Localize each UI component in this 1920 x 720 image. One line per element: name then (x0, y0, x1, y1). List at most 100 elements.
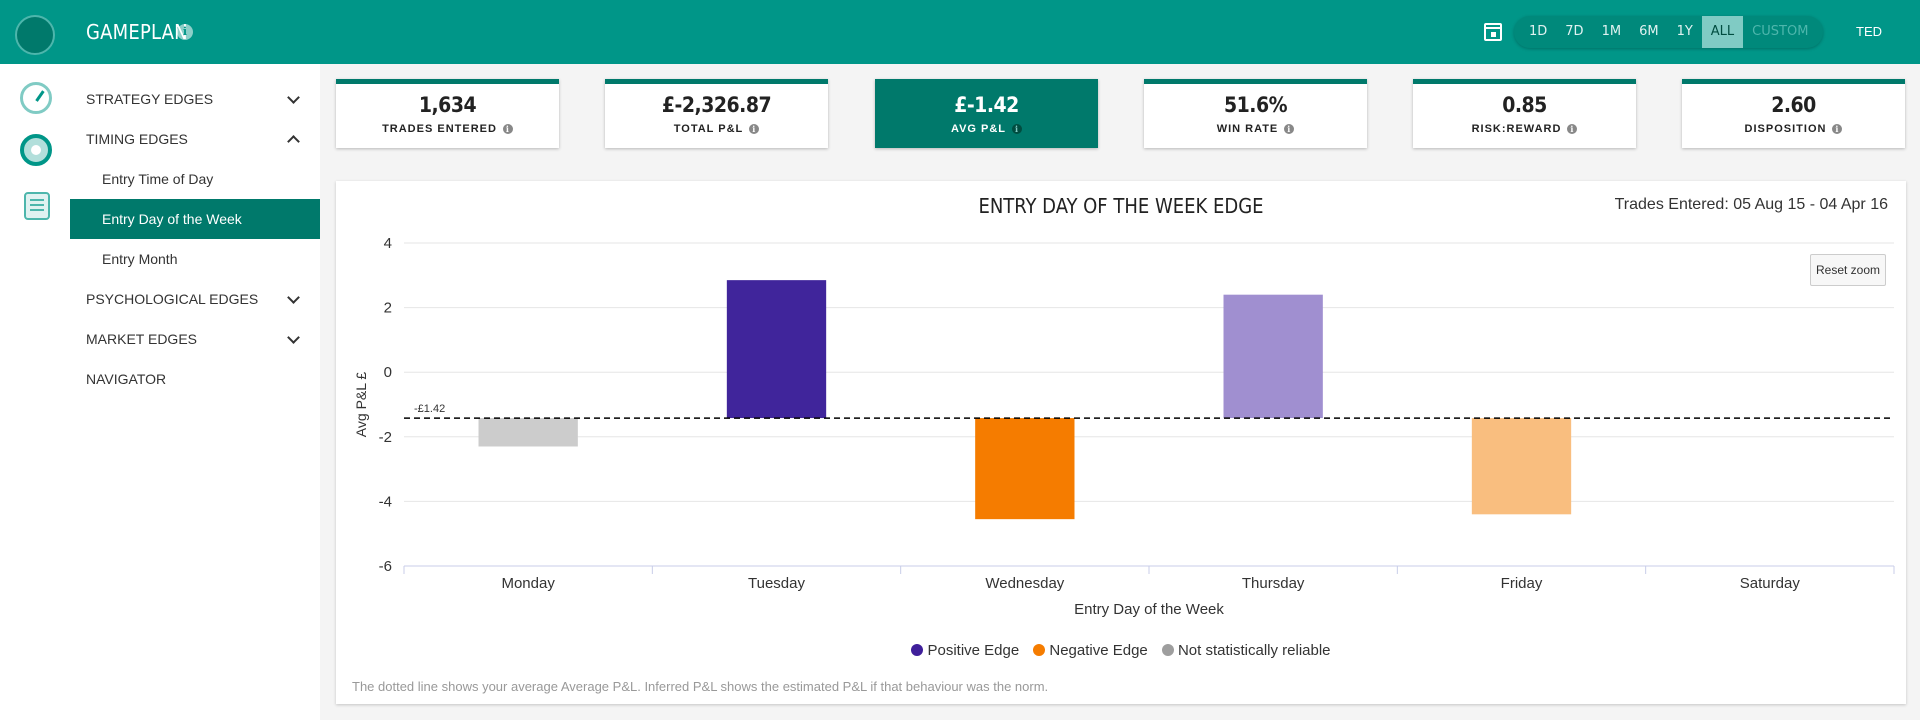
chart-legend: Positive Edge Negative Edge Not statisti… (336, 642, 1906, 659)
bar-chart[interactable]: 4 2 0 -2 -4 -6 Monday Tuesday Wednesday Thursday F… (336, 181, 1906, 641)
sidebar-item-timing-edges[interactable]: TIMING EDGES (70, 119, 320, 159)
legend-dot-icon (1033, 644, 1046, 656)
dashboard-gauge-icon[interactable] (20, 82, 52, 114)
legend-label: Not statistically reliable (1177, 642, 1331, 659)
sidebar-item-label: STRATEGY EDGES (86, 91, 214, 107)
stat-label: WIN RATE i (1217, 123, 1295, 135)
y-axis-title: Avg P&L £ (353, 372, 369, 438)
stat-label-text: RISK:REWARD (1471, 123, 1562, 135)
sidebar-item-label: MARKET EDGES (86, 331, 197, 347)
range-1y-button[interactable]: 1Y (1676, 24, 1693, 39)
stat-label: DISPOSITION i (1745, 123, 1843, 135)
stat-label-text: TOTAL P&L (673, 123, 744, 135)
sidebar-item-market-edges[interactable]: MARKET EDGES (70, 319, 320, 359)
stat-value: £-2,326.87 (661, 93, 772, 117)
stat-card-total-pnl: £-2,326.87 TOTAL P&L i (605, 79, 828, 148)
trades-date-range: Trades Entered: 05 Aug 15 - 04 Apr 16 (1614, 196, 1888, 213)
legend-item-positive-edge[interactable]: Positive Edge (911, 642, 1019, 659)
stat-card-win-rate: 51.6% WIN RATE i (1144, 79, 1367, 148)
journal-list-icon[interactable] (24, 192, 50, 220)
legend-item-not-reliable[interactable]: Not statistically reliable (1161, 642, 1331, 659)
sidebar-item-entry-month[interactable]: Entry Month (70, 239, 320, 279)
bar-tuesday (726, 280, 827, 419)
y-tick-label: 0 (384, 364, 392, 381)
legend-dot-icon (1161, 644, 1174, 656)
range-custom-button[interactable]: CUSTOM (1752, 24, 1809, 39)
sidebar: STRATEGY EDGES TIMING EDGES Entry Time o… (70, 64, 320, 720)
info-icon[interactable]: i (1012, 124, 1023, 134)
info-icon[interactable]: i (1832, 124, 1843, 134)
x-tick-label: Wednesday (985, 575, 1064, 592)
sidebar-item-navigator[interactable]: NAVIGATOR (70, 359, 320, 399)
info-icon[interactable]: i (1284, 124, 1295, 134)
legend-dot-icon (911, 644, 924, 656)
y-tick-label: -4 (379, 493, 392, 510)
legend-label: Positive Edge (927, 642, 1020, 659)
x-axis-title: Entry Day of the Week (1074, 601, 1224, 618)
user-name[interactable]: TED (1856, 24, 1882, 39)
stat-value: 2.60 (1771, 93, 1816, 117)
chart-panel: 4 2 0 -2 -4 -6 Monday Tuesday Wednesday Thursday F… (336, 181, 1906, 704)
calendar-icon[interactable] (1484, 23, 1502, 41)
sidebar-item-entry-time-of-day[interactable]: Entry Time of Day (70, 159, 320, 199)
stat-card-avg-pnl: £-1.42 AVG P&L i (875, 79, 1098, 148)
sidebar-item-label: Entry Time of Day (102, 171, 214, 187)
icon-rail (0, 64, 70, 720)
sidebar-item-label: Entry Month (102, 251, 178, 267)
stat-value: 0.85 (1502, 93, 1547, 117)
sidebar-item-label: NAVIGATOR (86, 371, 167, 387)
range-1m-button[interactable]: 1M (1601, 24, 1622, 39)
stat-label: TRADES ENTERED i (382, 123, 513, 135)
app-title: GAMEPLAN (86, 20, 188, 44)
chevron-up-icon (287, 135, 300, 148)
legend-item-negative-edge[interactable]: Negative Edge (1033, 642, 1148, 659)
info-icon[interactable]: i (502, 124, 513, 134)
date-range-selector: 1D 7D 1M 6M 1Y ALL CUSTOM (1514, 16, 1824, 48)
stat-label: RISK:REWARD i (1472, 123, 1578, 135)
range-1d-button[interactable]: 1D (1529, 24, 1548, 39)
stat-label-text: DISPOSITION (1744, 123, 1827, 135)
bar-wednesday (975, 418, 1075, 520)
sidebar-item-label: Entry Day of the Week (102, 211, 242, 227)
x-tick-label: Monday (501, 575, 555, 592)
stat-label: TOTAL P&L i (674, 123, 760, 135)
stat-value: 1,634 (418, 93, 477, 117)
range-6m-button[interactable]: 6M (1639, 24, 1659, 39)
reset-zoom-button[interactable]: Reset zoom (1810, 254, 1886, 286)
y-tick-label: 4 (384, 235, 392, 252)
sidebar-item-entry-day-of-week[interactable]: Entry Day of the Week (70, 199, 320, 239)
stat-label-text: WIN RATE (1216, 123, 1279, 135)
range-all-button[interactable]: ALL (1701, 16, 1744, 48)
sidebar-item-strategy-edges[interactable]: STRATEGY EDGES (70, 79, 320, 119)
edges-target-icon[interactable] (20, 134, 52, 166)
legend-label: Negative Edge (1049, 642, 1148, 659)
info-icon[interactable]: i (1567, 124, 1578, 134)
x-tick-label: Friday (1501, 575, 1543, 592)
y-tick-label: -2 (379, 429, 392, 446)
stat-card-trades-entered: 1,634 TRADES ENTERED i (336, 79, 559, 148)
stat-label-text: TRADES ENTERED (382, 123, 497, 135)
logo-area (0, 0, 70, 64)
x-tick-label: Tuesday (748, 575, 805, 592)
chevron-down-icon (287, 91, 300, 104)
bar-monday (478, 418, 578, 447)
info-icon[interactable]: i (177, 24, 193, 40)
range-7d-button[interactable]: 7D (1565, 24, 1584, 39)
stat-value: £-1.42 (954, 93, 1019, 117)
y-tick-label: -6 (379, 558, 392, 575)
info-icon[interactable]: i (749, 124, 760, 134)
app-logo-icon[interactable] (15, 15, 55, 55)
bar-friday (1471, 418, 1572, 515)
y-tick-label: 2 (384, 300, 392, 317)
sidebar-item-label: TIMING EDGES (86, 131, 188, 147)
top-header: GAMEPLAN i 1D 7D 1M 6M 1Y ALL CUSTOM TED (0, 0, 1920, 64)
chart-footnote: The dotted line shows your average Avera… (352, 679, 1049, 694)
chart-title: ENTRY DAY OF THE WEEK EDGE (978, 194, 1264, 218)
stat-label: AVG P&L i (950, 123, 1023, 135)
average-line-label: -£1.42 (414, 403, 445, 415)
sidebar-item-psychological-edges[interactable]: PSYCHOLOGICAL EDGES (70, 279, 320, 319)
sidebar-item-label: PSYCHOLOGICAL EDGES (86, 291, 259, 307)
stat-label-text: AVG P&L (950, 123, 1007, 135)
stat-value: 51.6% (1223, 93, 1288, 117)
x-tick-label: Thursday (1242, 575, 1305, 592)
